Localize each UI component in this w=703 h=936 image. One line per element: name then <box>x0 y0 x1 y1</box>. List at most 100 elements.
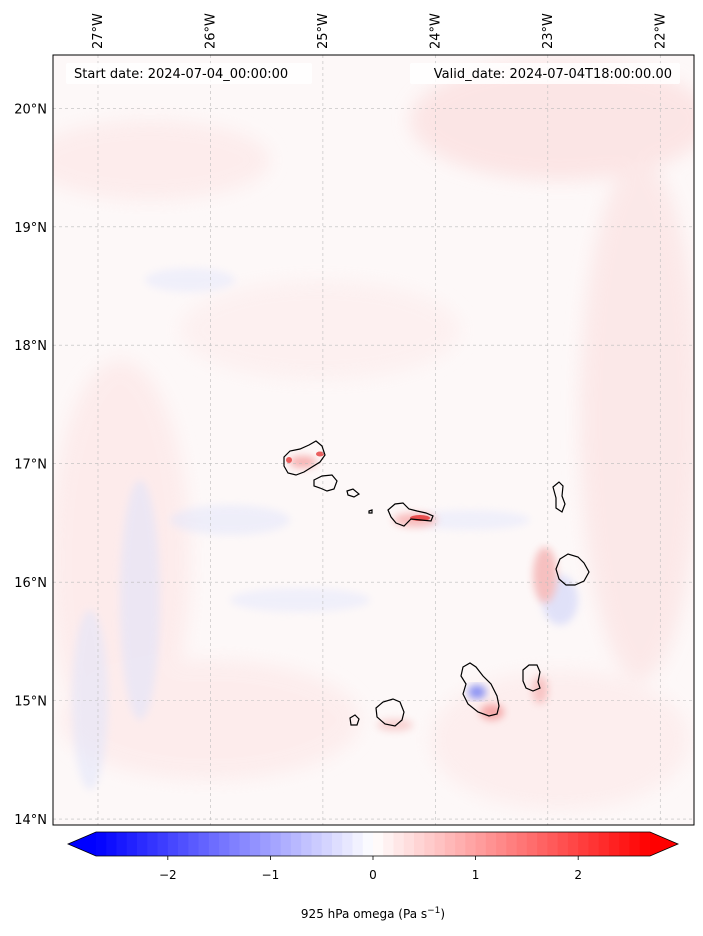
colorbar-tick-label: 2 <box>574 868 582 882</box>
colorbar-segment <box>424 832 435 856</box>
map-frame <box>52 54 695 826</box>
valid-date-label: Valid_date: 2024-07-04T18:00:00.00 <box>434 67 672 82</box>
colorbar-label: 925 hPa omega (Pa s−1) <box>301 906 445 921</box>
colorbar-segment <box>496 832 507 856</box>
colorbar-segment <box>608 832 620 856</box>
colorbar-segment <box>96 832 107 856</box>
colorbar-tick-label: 0 <box>369 868 377 882</box>
colorbar-segment <box>301 832 312 856</box>
colorbar-segment <box>137 832 148 856</box>
colorbar-segment <box>188 832 199 856</box>
omega-field <box>53 60 694 810</box>
colorbar-segment <box>578 832 589 856</box>
lat-tick-label: 15°N <box>14 695 47 710</box>
colorbar-segment <box>444 832 456 856</box>
colorbar-segment <box>567 832 579 856</box>
island-sal <box>552 481 566 513</box>
colorbar-segment <box>106 832 117 856</box>
lat-tick-label: 20°N <box>14 102 47 117</box>
island-sao-nicolau <box>387 502 434 527</box>
lat-tick-label: 17°N <box>14 458 47 473</box>
colorbar-segment <box>229 832 241 856</box>
colorbar-segment <box>270 832 282 856</box>
colorbar-segment <box>198 832 210 856</box>
colorbar-segment <box>167 832 179 856</box>
colorbar-tick-label: −1 <box>262 868 280 882</box>
colorbar-segment <box>239 832 251 856</box>
colorbar-segment <box>434 832 446 856</box>
colorbar-segment <box>280 832 292 856</box>
colorbar-segment <box>547 832 559 856</box>
island-brava <box>349 714 360 726</box>
lon-tick-label: 23°W <box>541 13 556 49</box>
colorbar-segment <box>629 832 641 856</box>
valid-date-box: Valid_date: 2024-07-04T18:00:00.00 <box>410 63 680 84</box>
start-date-label: Start date: 2024-07-04_00:00:00 <box>74 67 288 82</box>
colorbar-segment <box>116 832 128 856</box>
colorbar-segment <box>260 832 271 856</box>
colorbar-outline <box>66 831 680 857</box>
longitude-tick-labels: 27°W 26°W 25°W 24°W 23°W 22°W <box>91 13 668 49</box>
island-santa-luzia <box>346 488 361 498</box>
coastlines <box>283 440 590 727</box>
map-panel: Start date: 2024-07-04_00:00:00 Valid_da… <box>14 13 695 828</box>
colorbar-segment <box>465 832 476 856</box>
colorbar-segment <box>537 832 548 856</box>
colorbar-segment <box>393 832 405 856</box>
colorbar-segment <box>362 832 374 856</box>
colorbar-segment <box>506 832 518 856</box>
colorbar-segment <box>342 832 353 856</box>
colorbar-segment <box>126 832 138 856</box>
colorbar-segment <box>639 832 651 856</box>
island-santo-antao <box>283 440 326 476</box>
colorbar-segment <box>557 832 569 856</box>
colorbar-extend-low <box>68 832 96 856</box>
colorbar-tick-label: −2 <box>159 868 177 882</box>
colorbar-segment <box>516 832 528 856</box>
island-fogo <box>375 698 405 727</box>
gridlines <box>53 55 694 825</box>
colorbar-segment <box>455 832 466 856</box>
colorbar-segment <box>321 832 333 856</box>
colorbar-ticks: −2 −1 0 1 2 <box>159 856 582 882</box>
island-boa-vista <box>555 553 590 586</box>
colorbar-segment <box>290 832 302 856</box>
lat-tick-label: 16°N <box>14 576 47 591</box>
colorbar-label-exponent: −1 <box>427 906 440 916</box>
colorbar-extend-high <box>650 832 678 856</box>
colorbar-segment <box>219 832 230 856</box>
colorbar-segment <box>147 832 158 856</box>
colorbar-segment <box>331 832 343 856</box>
lon-tick-label: 22°W <box>653 13 668 49</box>
lat-tick-label: 19°N <box>14 221 47 236</box>
colorbar-segment <box>249 832 261 856</box>
colorbar-segment <box>157 832 169 856</box>
start-date-box: Start date: 2024-07-04_00:00:00 <box>66 63 312 84</box>
colorbar-tick-label: 1 <box>472 868 480 882</box>
colorbar-segment <box>526 832 538 856</box>
colorbar-segment <box>588 832 600 856</box>
lon-tick-label: 25°W <box>316 13 331 49</box>
colorbar-segment <box>383 832 394 856</box>
colorbar-segments <box>96 832 651 856</box>
colorbar-segment <box>373 832 384 856</box>
lon-tick-label: 27°W <box>91 13 106 49</box>
lon-tick-label: 26°W <box>203 13 218 49</box>
lat-tick-label: 14°N <box>14 813 47 828</box>
lat-tick-label: 18°N <box>14 339 47 354</box>
colorbar-segment <box>403 832 415 856</box>
colorbar-segment <box>178 832 189 856</box>
island-maio <box>522 664 541 692</box>
island-branco <box>368 509 373 514</box>
colorbar-segment <box>414 832 425 856</box>
colorbar: −2 −1 0 1 2 925 hPa omega (Pa s−1) <box>66 831 680 921</box>
colorbar-segment <box>475 832 487 856</box>
island-sao-vicente <box>313 474 338 492</box>
latitude-tick-labels: 20°N 19°N 18°N 17°N 16°N 15°N 14°N <box>14 102 47 828</box>
colorbar-segment <box>619 832 630 856</box>
island-santiago <box>460 662 500 717</box>
colorbar-segment <box>208 832 220 856</box>
colorbar-segment <box>485 832 497 856</box>
colorbar-segment <box>352 832 364 856</box>
